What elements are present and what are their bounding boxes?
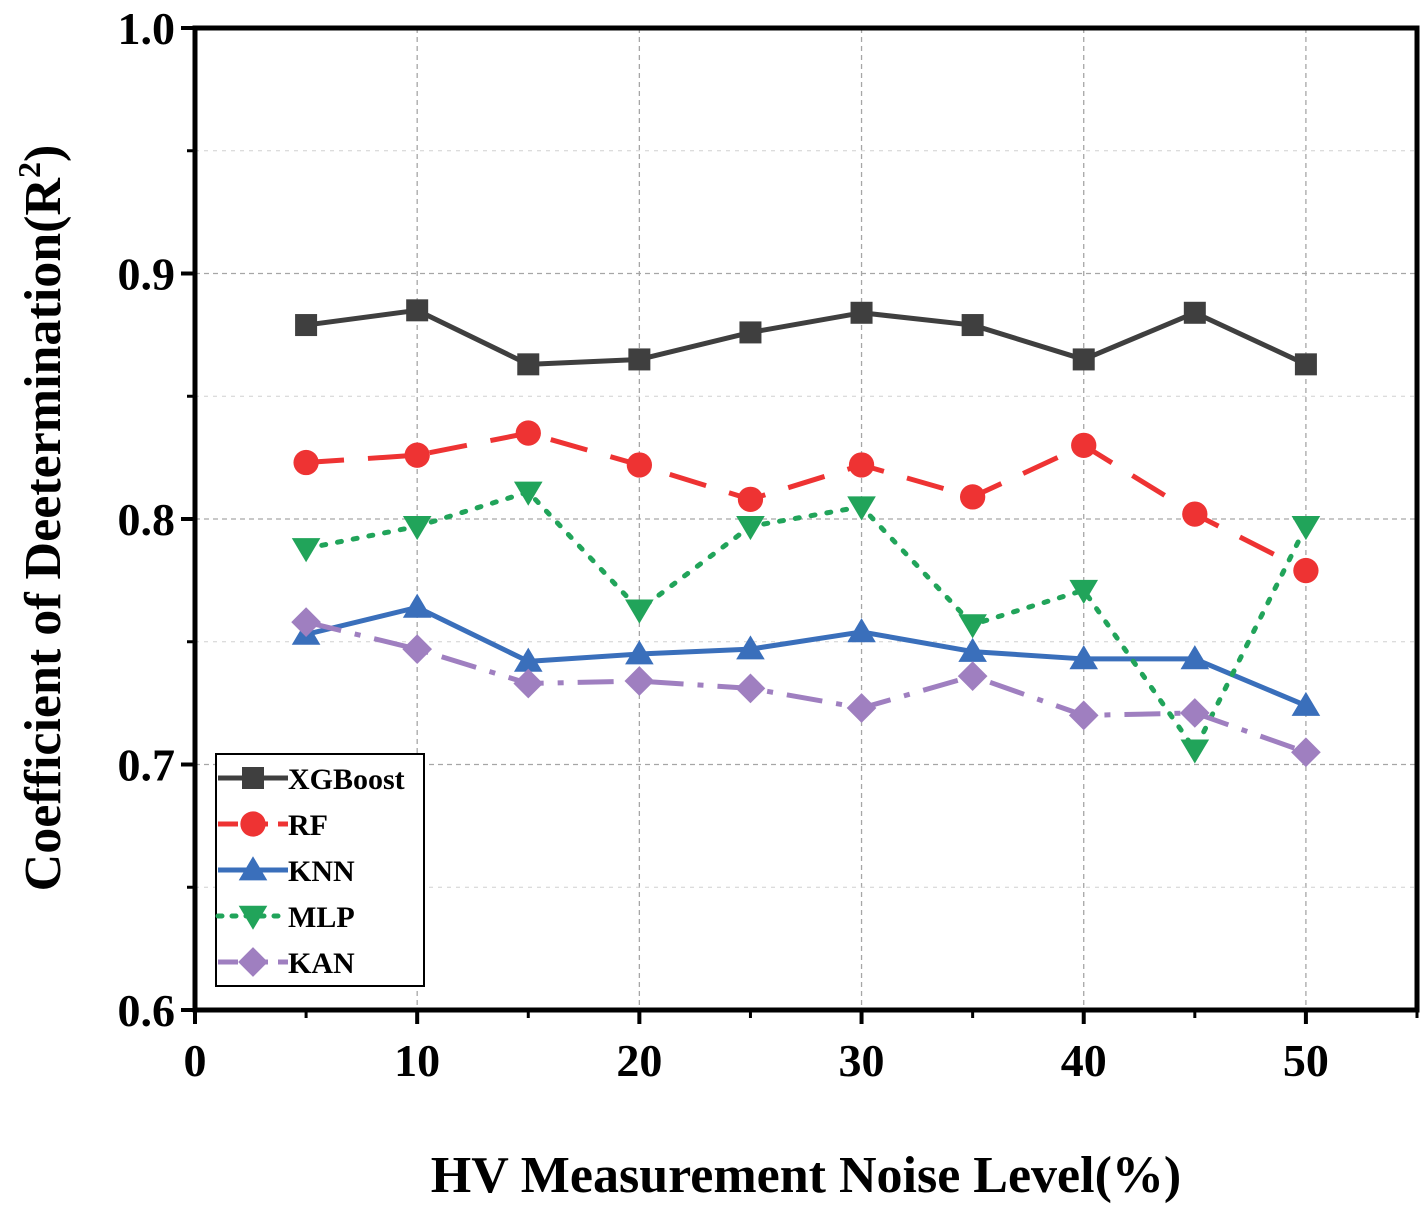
data-point-mlp — [736, 516, 765, 541]
data-point-knn — [958, 637, 987, 662]
series-mlp — [291, 481, 1321, 764]
data-point-kan — [846, 693, 877, 723]
data-point-kan — [735, 673, 766, 704]
series-line-xgboost — [305, 307, 1307, 367]
data-point-rf — [293, 449, 319, 476]
data-point-mlp — [1291, 516, 1321, 541]
data-point-knn — [402, 593, 432, 618]
x-tick-label: 30 — [839, 1035, 885, 1086]
data-point-mlp — [1180, 739, 1210, 764]
data-point-rf — [515, 420, 541, 446]
legend-label-mlp: MLP — [288, 901, 355, 934]
legend-label-knn: KNN — [288, 855, 355, 888]
data-point-knn — [1291, 691, 1321, 716]
legend-label-kan: KAN — [288, 947, 355, 980]
data-point-rf — [959, 484, 986, 510]
data-point-kan — [1179, 698, 1210, 728]
data-point-kan — [957, 661, 988, 691]
data-point-rf — [626, 452, 653, 478]
data-point-xgboost — [1294, 353, 1317, 376]
data-point-mlp — [958, 614, 987, 639]
data-point-xgboost — [1183, 301, 1206, 324]
y-axis-title: Coefficient of Deetermination(R2) — [11, 145, 72, 892]
data-point-xgboost — [628, 348, 651, 371]
y-tick-label: 0.9 — [118, 249, 176, 300]
axis-ticks: 0 10 20 30 40 50 0.6 0.7 0.8 0.9 1.0 — [118, 3, 1419, 1086]
x-tick-label: 0 — [184, 1035, 207, 1086]
data-point-knn — [1069, 645, 1099, 670]
series-line-mlp — [303, 489, 1309, 753]
y-axis-title-suffix: ) — [15, 145, 72, 162]
data-point-rf — [404, 442, 430, 468]
data-point-knn — [625, 640, 654, 665]
legend-marker-mlp — [238, 905, 268, 930]
data-point-xgboost — [961, 314, 984, 337]
x-axis-title: HV Measurement Noise Level(%) — [431, 1147, 1181, 1204]
data-point-knn — [736, 635, 765, 660]
series-xgboost — [295, 299, 1317, 376]
data-point-xgboost — [1072, 348, 1095, 371]
y-tick-label: 0.7 — [118, 740, 176, 791]
y-tick-label: 1.0 — [118, 3, 176, 54]
series-line-kan — [305, 619, 1307, 755]
legend-label-rf: RF — [288, 809, 328, 842]
data-point-xgboost — [517, 353, 540, 376]
data-point-rf — [848, 452, 875, 478]
data-point-kan — [624, 666, 655, 696]
data-point-mlp — [1069, 579, 1099, 604]
data-point-xgboost — [406, 299, 429, 322]
x-tick-label: 40 — [1061, 1035, 1107, 1086]
data-point-knn — [847, 618, 876, 643]
data-point-rf — [737, 486, 764, 513]
data-point-mlp — [402, 516, 432, 541]
y-axis-title-main: Coefficient of Deetermination(R — [15, 177, 72, 892]
data-point-mlp — [291, 538, 321, 563]
data-point-kan — [1291, 737, 1321, 768]
x-tick-label: 50 — [1283, 1035, 1329, 1086]
data-point-knn — [1180, 645, 1210, 670]
x-tick-label: 20 — [616, 1035, 662, 1086]
legend-marker-knn — [238, 856, 268, 881]
data-point-kan — [402, 634, 433, 664]
data-point-knn — [513, 647, 543, 672]
data-point-rf — [1182, 501, 1208, 527]
data-point-rf — [1293, 557, 1319, 584]
legend-marker-kan — [238, 947, 268, 977]
series-group — [291, 299, 1321, 768]
data-point-kan — [513, 668, 544, 699]
legend-label-xgboost: XGBoost — [288, 763, 405, 796]
legend-marker-rf — [240, 811, 266, 837]
y-axis-title-superscript: 2 — [11, 162, 47, 178]
series-line-rf — [305, 430, 1308, 573]
legend-marker-xgboost — [242, 767, 264, 789]
data-point-mlp — [625, 599, 654, 624]
data-point-xgboost — [295, 314, 318, 337]
data-point-mlp — [847, 496, 876, 521]
y-tick-label: 0.8 — [118, 494, 176, 545]
x-tick-label: 10 — [394, 1035, 440, 1086]
data-point-rf — [1071, 432, 1097, 458]
legend: XGBoost RF KNN MLP KAN — [215, 753, 425, 987]
series-line-knn — [305, 604, 1307, 708]
data-point-kan — [1068, 700, 1099, 731]
series-kan — [291, 607, 1321, 768]
data-point-xgboost — [739, 321, 762, 344]
data-point-mlp — [513, 481, 543, 506]
data-point-xgboost — [850, 301, 873, 324]
data-point-kan — [291, 607, 321, 637]
series-knn — [291, 593, 1321, 716]
series-rf — [293, 420, 1319, 584]
y-tick-label: 0.6 — [118, 985, 176, 1036]
